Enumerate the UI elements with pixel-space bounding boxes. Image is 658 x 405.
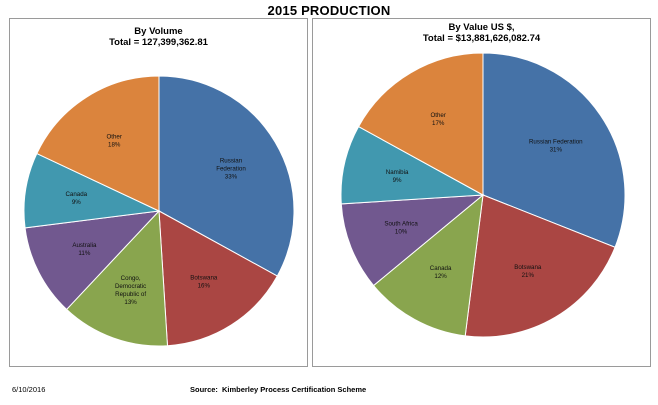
slice-label-russian-federation: Russian Federation 31% (529, 139, 583, 154)
pie-slice-russian-federation (158, 75, 295, 277)
slice-name: Republic of (115, 291, 146, 298)
value-chart-panel: By Value US $, Total = $13,881,626,082.7… (312, 18, 651, 367)
slice-label-botswana: Botswana 16% (190, 275, 218, 290)
pie-slice-other (357, 52, 484, 196)
slice-percent: 31% (550, 147, 563, 154)
value-chart-title-text: By Value US $, (448, 22, 515, 33)
value-chart-total: Total = $13,881,626,082.74 (422, 33, 541, 44)
slice-percent: 11% (78, 250, 90, 257)
slice-name: Congo, (121, 275, 141, 282)
slice-label-canada: Canada 9% (65, 191, 87, 206)
slice-percent: 17% (432, 120, 445, 127)
slice-percent: 12% (434, 273, 447, 280)
footer-source: Source: Kimberley Process Certification S… (190, 385, 366, 394)
slice-name: Federation (216, 165, 246, 172)
slice-percent: 9% (393, 177, 402, 184)
slice-name: Russian (220, 157, 243, 164)
pie-slice-other (36, 75, 160, 212)
slice-name: Democratic (115, 283, 146, 290)
slice-name: Other (106, 133, 121, 140)
pie-slice-south-africa (340, 194, 485, 287)
slice-label-congo-democratic-republic-of: Congo, Democratic Republic of 13% (115, 275, 146, 306)
pie-slice-namibia (340, 125, 485, 205)
slice-label-botswana: Botswana 21% (514, 264, 542, 279)
footer-date: 6/10/2016 (12, 385, 46, 394)
slice-percent: 21% (522, 272, 535, 279)
slice-name: Botswana (190, 275, 218, 282)
slice-percent: 18% (108, 141, 121, 148)
volume-chart-title-text: By Volume (134, 26, 183, 37)
slice-name: Australia (72, 242, 97, 249)
pie-slice-congo-democratic-republic-of (65, 209, 169, 347)
slice-percent: 13% (124, 299, 137, 306)
pie-slice-botswana (158, 210, 278, 347)
slice-name: Canada (430, 265, 452, 272)
slice-label-canada: Canada 12% (430, 265, 452, 280)
volume-pie-chart: Russian Federation 33% Botswana 16% Congo, Dem… (23, 75, 295, 347)
slice-label-other: Other 18% (106, 133, 121, 148)
pie-slice-canada (372, 193, 484, 337)
pie-slice-botswana (464, 194, 616, 338)
slice-name: Botswana (514, 264, 542, 271)
slice-label-south-africa: South Africa 10% (384, 220, 418, 235)
slice-percent: 9% (72, 199, 81, 206)
slice-percent: 33% (225, 173, 238, 180)
slice-name: Russian Federation (529, 139, 583, 146)
volume-chart-title: By Volume Total = 127,399,362.81 (10, 26, 307, 48)
volume-chart-panel: By Volume Total = 127,399,362.81 Russian… (9, 18, 308, 367)
slice-percent: 16% (198, 283, 211, 290)
volume-chart-total: Total = 127,399,362.81 (109, 37, 208, 48)
pie-slice-australia (24, 210, 161, 311)
slice-name: Canada (65, 191, 87, 198)
value-pie-chart: Russian Federation 31% Botswana 21% Canada 12… (340, 52, 626, 338)
slice-name: Other (430, 112, 445, 119)
slice-percent: 10% (395, 228, 408, 235)
slice-name: Namibia (386, 169, 409, 176)
slice-label-russian-federation: Russian Federation 33% (216, 157, 246, 180)
slice-label-australia: Australia 11% (72, 242, 97, 257)
footer-source-value: Kimberley Process Certification Scheme (221, 385, 367, 394)
slice-name: South Africa (384, 220, 418, 227)
pie-slice-russian-federation (482, 52, 626, 248)
slice-label-other: Other 17% (430, 112, 445, 127)
page-title: 2015 PRODUCTION (267, 3, 391, 18)
footer-source-label: Source: (190, 385, 218, 394)
value-chart-title: By Value US $, Total = $13,881,626,082.7… (313, 22, 650, 44)
slice-label-namibia: Namibia 9% (386, 169, 409, 184)
